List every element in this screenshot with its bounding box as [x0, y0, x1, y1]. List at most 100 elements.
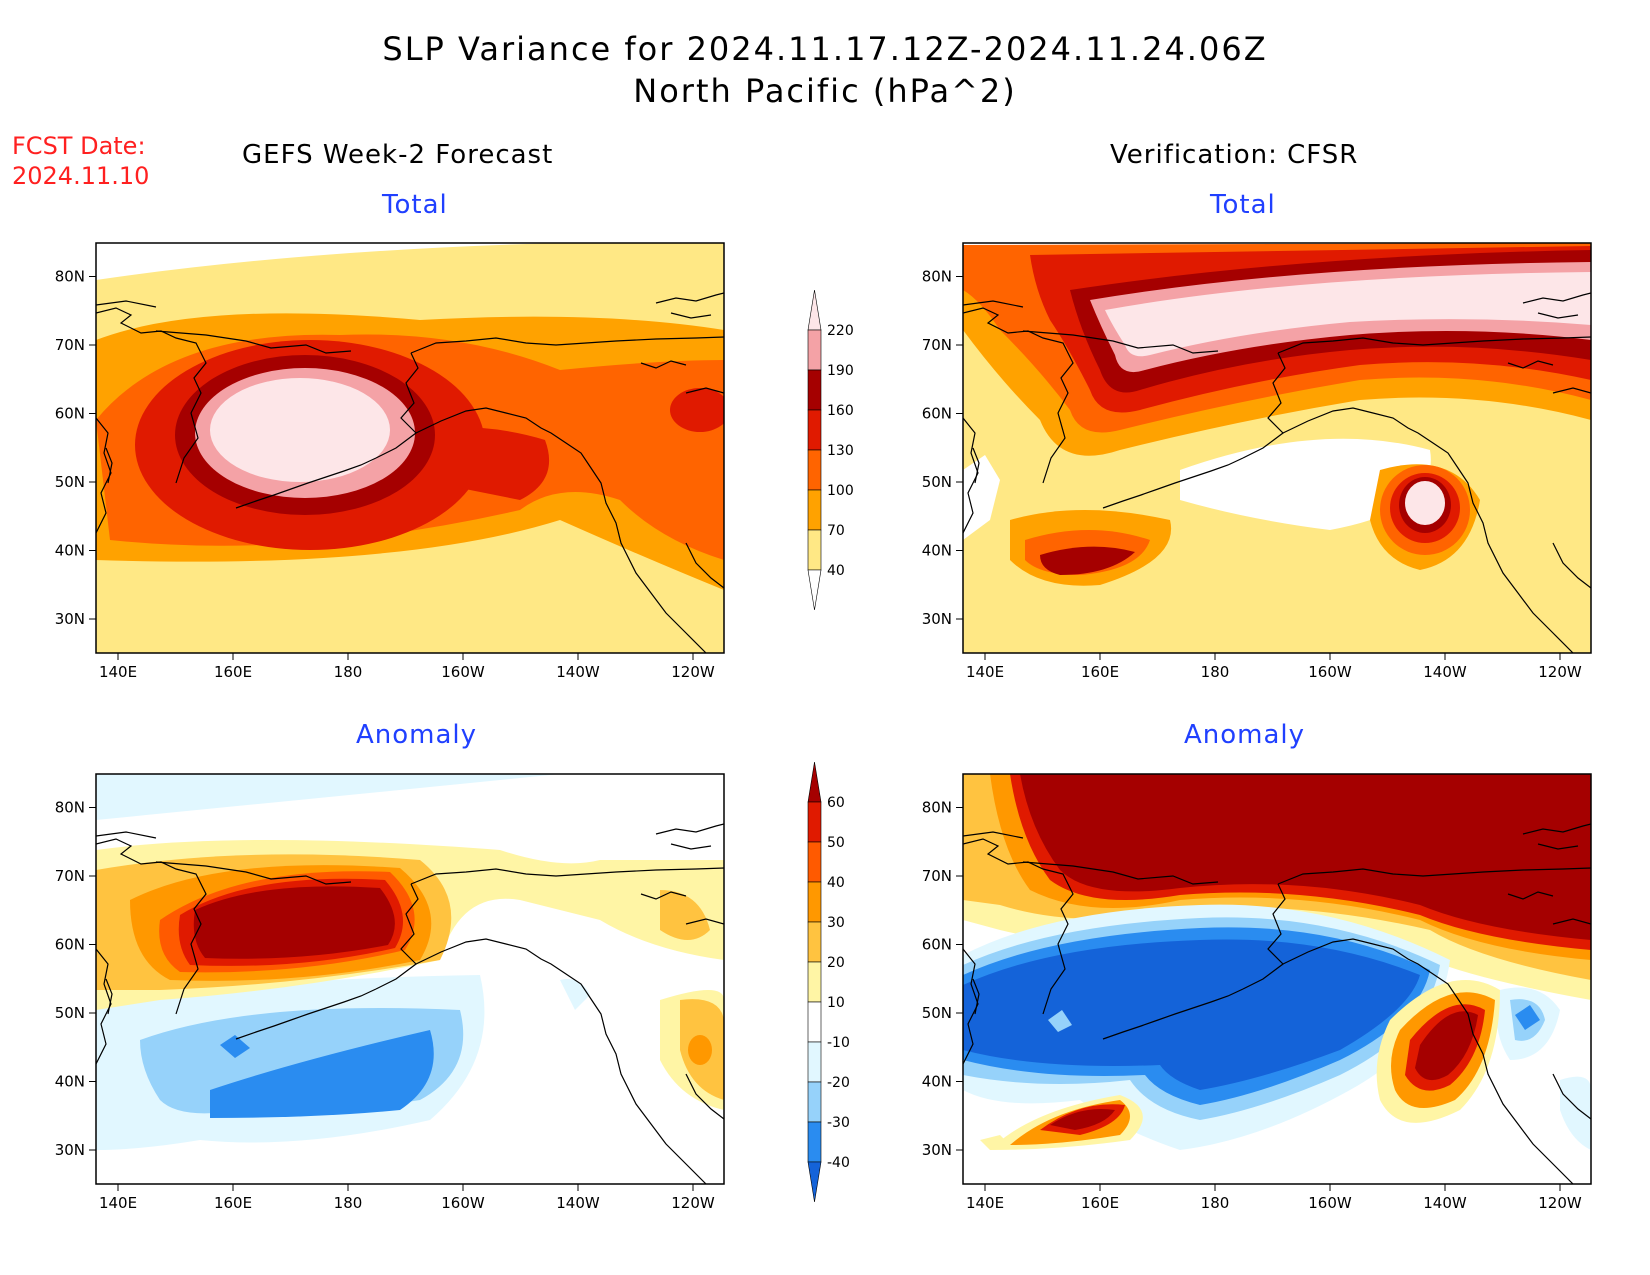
- y-tick-label: 40N: [55, 542, 85, 560]
- x-tick-label: 160E: [214, 663, 252, 681]
- x-tick-label: 140W: [1423, 1194, 1467, 1212]
- x-tick-label: 120W: [1538, 1194, 1582, 1212]
- x-tick-label: 140E: [966, 663, 1004, 681]
- anomaly-colorbar-swatch: [807, 1121, 822, 1163]
- cfsr-total-field: [963, 243, 1591, 653]
- y-tick-label: 50N: [55, 473, 85, 491]
- fcst-date-value: 2024.11.10: [12, 162, 150, 190]
- anomaly-colorbar-label: 30: [827, 915, 845, 931]
- x-tick-label: 160W: [1308, 1194, 1352, 1212]
- anomaly-colorbar-swatch: [807, 1081, 822, 1123]
- y-tick-label: 50N: [55, 1004, 85, 1022]
- y-tick-label: 80N: [55, 268, 85, 286]
- y-tick-label: 40N: [922, 542, 952, 560]
- y-tick-label: 80N: [55, 799, 85, 817]
- x-tick-label: 180: [1201, 1194, 1230, 1212]
- x-tick-label: 180: [1201, 663, 1230, 681]
- right-column-title: Verification: CFSR: [1110, 140, 1359, 170]
- y-tick-label: 30N: [922, 1141, 952, 1159]
- anomaly-colorbar-label: -20: [827, 1075, 850, 1091]
- x-tick-label: 120W: [671, 1194, 715, 1212]
- x-tick-label: 140E: [966, 1194, 1004, 1212]
- x-tick-label: 160W: [441, 1194, 485, 1212]
- total-colorbar-label: 190: [827, 363, 854, 379]
- total-colorbar-label: 130: [827, 443, 854, 459]
- total-colorbar-swatch: [807, 449, 822, 491]
- anomaly-colorbar-label: 60: [827, 795, 845, 811]
- cfsr-anomaly-field: [963, 774, 1591, 1184]
- gefs-anomaly-frame: [95, 773, 725, 1185]
- y-tick-label: 60N: [55, 936, 85, 954]
- y-tick-label: 80N: [922, 268, 952, 286]
- anomaly-colorbar-label: -10: [827, 1035, 850, 1051]
- gefs-total-frame: [95, 242, 725, 654]
- cfsr-total-frame: [962, 242, 1592, 654]
- y-tick-label: 70N: [55, 336, 85, 354]
- total-colorbar-label: 100: [827, 483, 854, 499]
- anomaly-colorbar-label: -40: [827, 1155, 850, 1171]
- anomaly-colorbar-label: 40: [827, 875, 845, 891]
- y-tick-label: 70N: [55, 867, 85, 885]
- y-tick-label: 50N: [922, 1004, 952, 1022]
- total-colorbar-swatch: [807, 329, 822, 371]
- axes-layer: 140E 160E 180 160W 140W 120W 30N 40N 50N 60N 70N 80…: [55, 268, 1582, 1213]
- main-title: SLP Variance for 2024.11.17.12Z-2024.11.…: [382, 30, 1268, 68]
- x-tick-label: 140E: [99, 663, 137, 681]
- x-tick-label: 160E: [214, 1194, 252, 1212]
- anomaly-colorbar-swatch: [807, 801, 822, 843]
- x-tick-label: 140E: [99, 1194, 137, 1212]
- total-colorbar-label: 70: [827, 523, 845, 539]
- gefs-anomaly-field: [96, 774, 724, 1184]
- total-colorbar-swatch: [807, 409, 822, 451]
- total-colorbar-label: 220: [827, 323, 854, 339]
- x-tick-label: 140W: [556, 663, 600, 681]
- anomaly-colorbar-swatch: [807, 881, 822, 923]
- y-tick-label: 30N: [55, 610, 85, 628]
- y-tick-label: 50N: [922, 473, 952, 491]
- x-tick-label: 120W: [1538, 663, 1582, 681]
- main-subtitle: North Pacific (hPa^2): [633, 72, 1017, 110]
- anomaly-colorbar-bottom-arrow: [807, 1161, 822, 1203]
- y-tick-label: 40N: [55, 1073, 85, 1091]
- x-tick-label: 120W: [671, 663, 715, 681]
- panel-title-cfsr-anomaly: Anomaly: [1184, 720, 1306, 750]
- x-tick-label: 160W: [1308, 663, 1352, 681]
- total-colorbar-label: 160: [827, 403, 854, 419]
- total-colorbar-label: 40: [827, 563, 845, 579]
- y-tick-label: 60N: [922, 405, 952, 423]
- anomaly-colorbar-swatch: [807, 961, 822, 1003]
- y-tick-label: 40N: [922, 1073, 952, 1091]
- x-tick-label: 140W: [556, 1194, 600, 1212]
- anomaly-colorbar-swatch: [807, 1041, 822, 1083]
- y-tick-label: 30N: [922, 610, 952, 628]
- x-tick-label: 180: [334, 1194, 363, 1212]
- total-colorbar-bottom-arrow: [807, 569, 822, 611]
- total-colorbar-top-arrow: [807, 289, 822, 331]
- x-tick-label: 160E: [1081, 1194, 1119, 1212]
- y-tick-label: 60N: [922, 936, 952, 954]
- cfsr-anomaly-frame: [962, 773, 1592, 1185]
- gefs-total-field: [96, 243, 724, 653]
- anomaly-colorbar-label: -30: [827, 1115, 850, 1131]
- x-tick-label: 140W: [1423, 663, 1467, 681]
- anomaly-colorbar-top-arrow: [807, 761, 822, 803]
- x-tick-label: 160E: [1081, 663, 1119, 681]
- total-colorbar: 40 70 100 130 160 190 220: [807, 289, 854, 611]
- total-colorbar-swatch: [807, 369, 822, 411]
- x-tick-label: 160W: [441, 663, 485, 681]
- y-tick-label: 70N: [922, 336, 952, 354]
- fcst-date-label: FCST Date:: [12, 132, 146, 160]
- panel-title-gefs-total: Total: [382, 190, 448, 220]
- anomaly-colorbar-swatch: [807, 1001, 822, 1043]
- anomaly-colorbar-swatch: [807, 841, 822, 883]
- left-column-title: GEFS Week-2 Forecast: [242, 140, 554, 170]
- panel-title-gefs-anomaly: Anomaly: [356, 720, 478, 750]
- y-tick-label: 80N: [922, 799, 952, 817]
- y-tick-label: 30N: [55, 1141, 85, 1159]
- anomaly-colorbar-label: 50: [827, 835, 845, 851]
- anomaly-colorbar: -40 -30 -20 -10 10 20 30 40 50 60: [807, 761, 850, 1203]
- total-colorbar-swatch: [807, 489, 822, 531]
- anomaly-colorbar-label: 20: [827, 955, 845, 971]
- colorbars: 40 70 100 130 160 190 220 -40 -30 -20 -10 10 20 30 40 5…: [807, 289, 854, 1203]
- x-tick-label: 180: [334, 663, 363, 681]
